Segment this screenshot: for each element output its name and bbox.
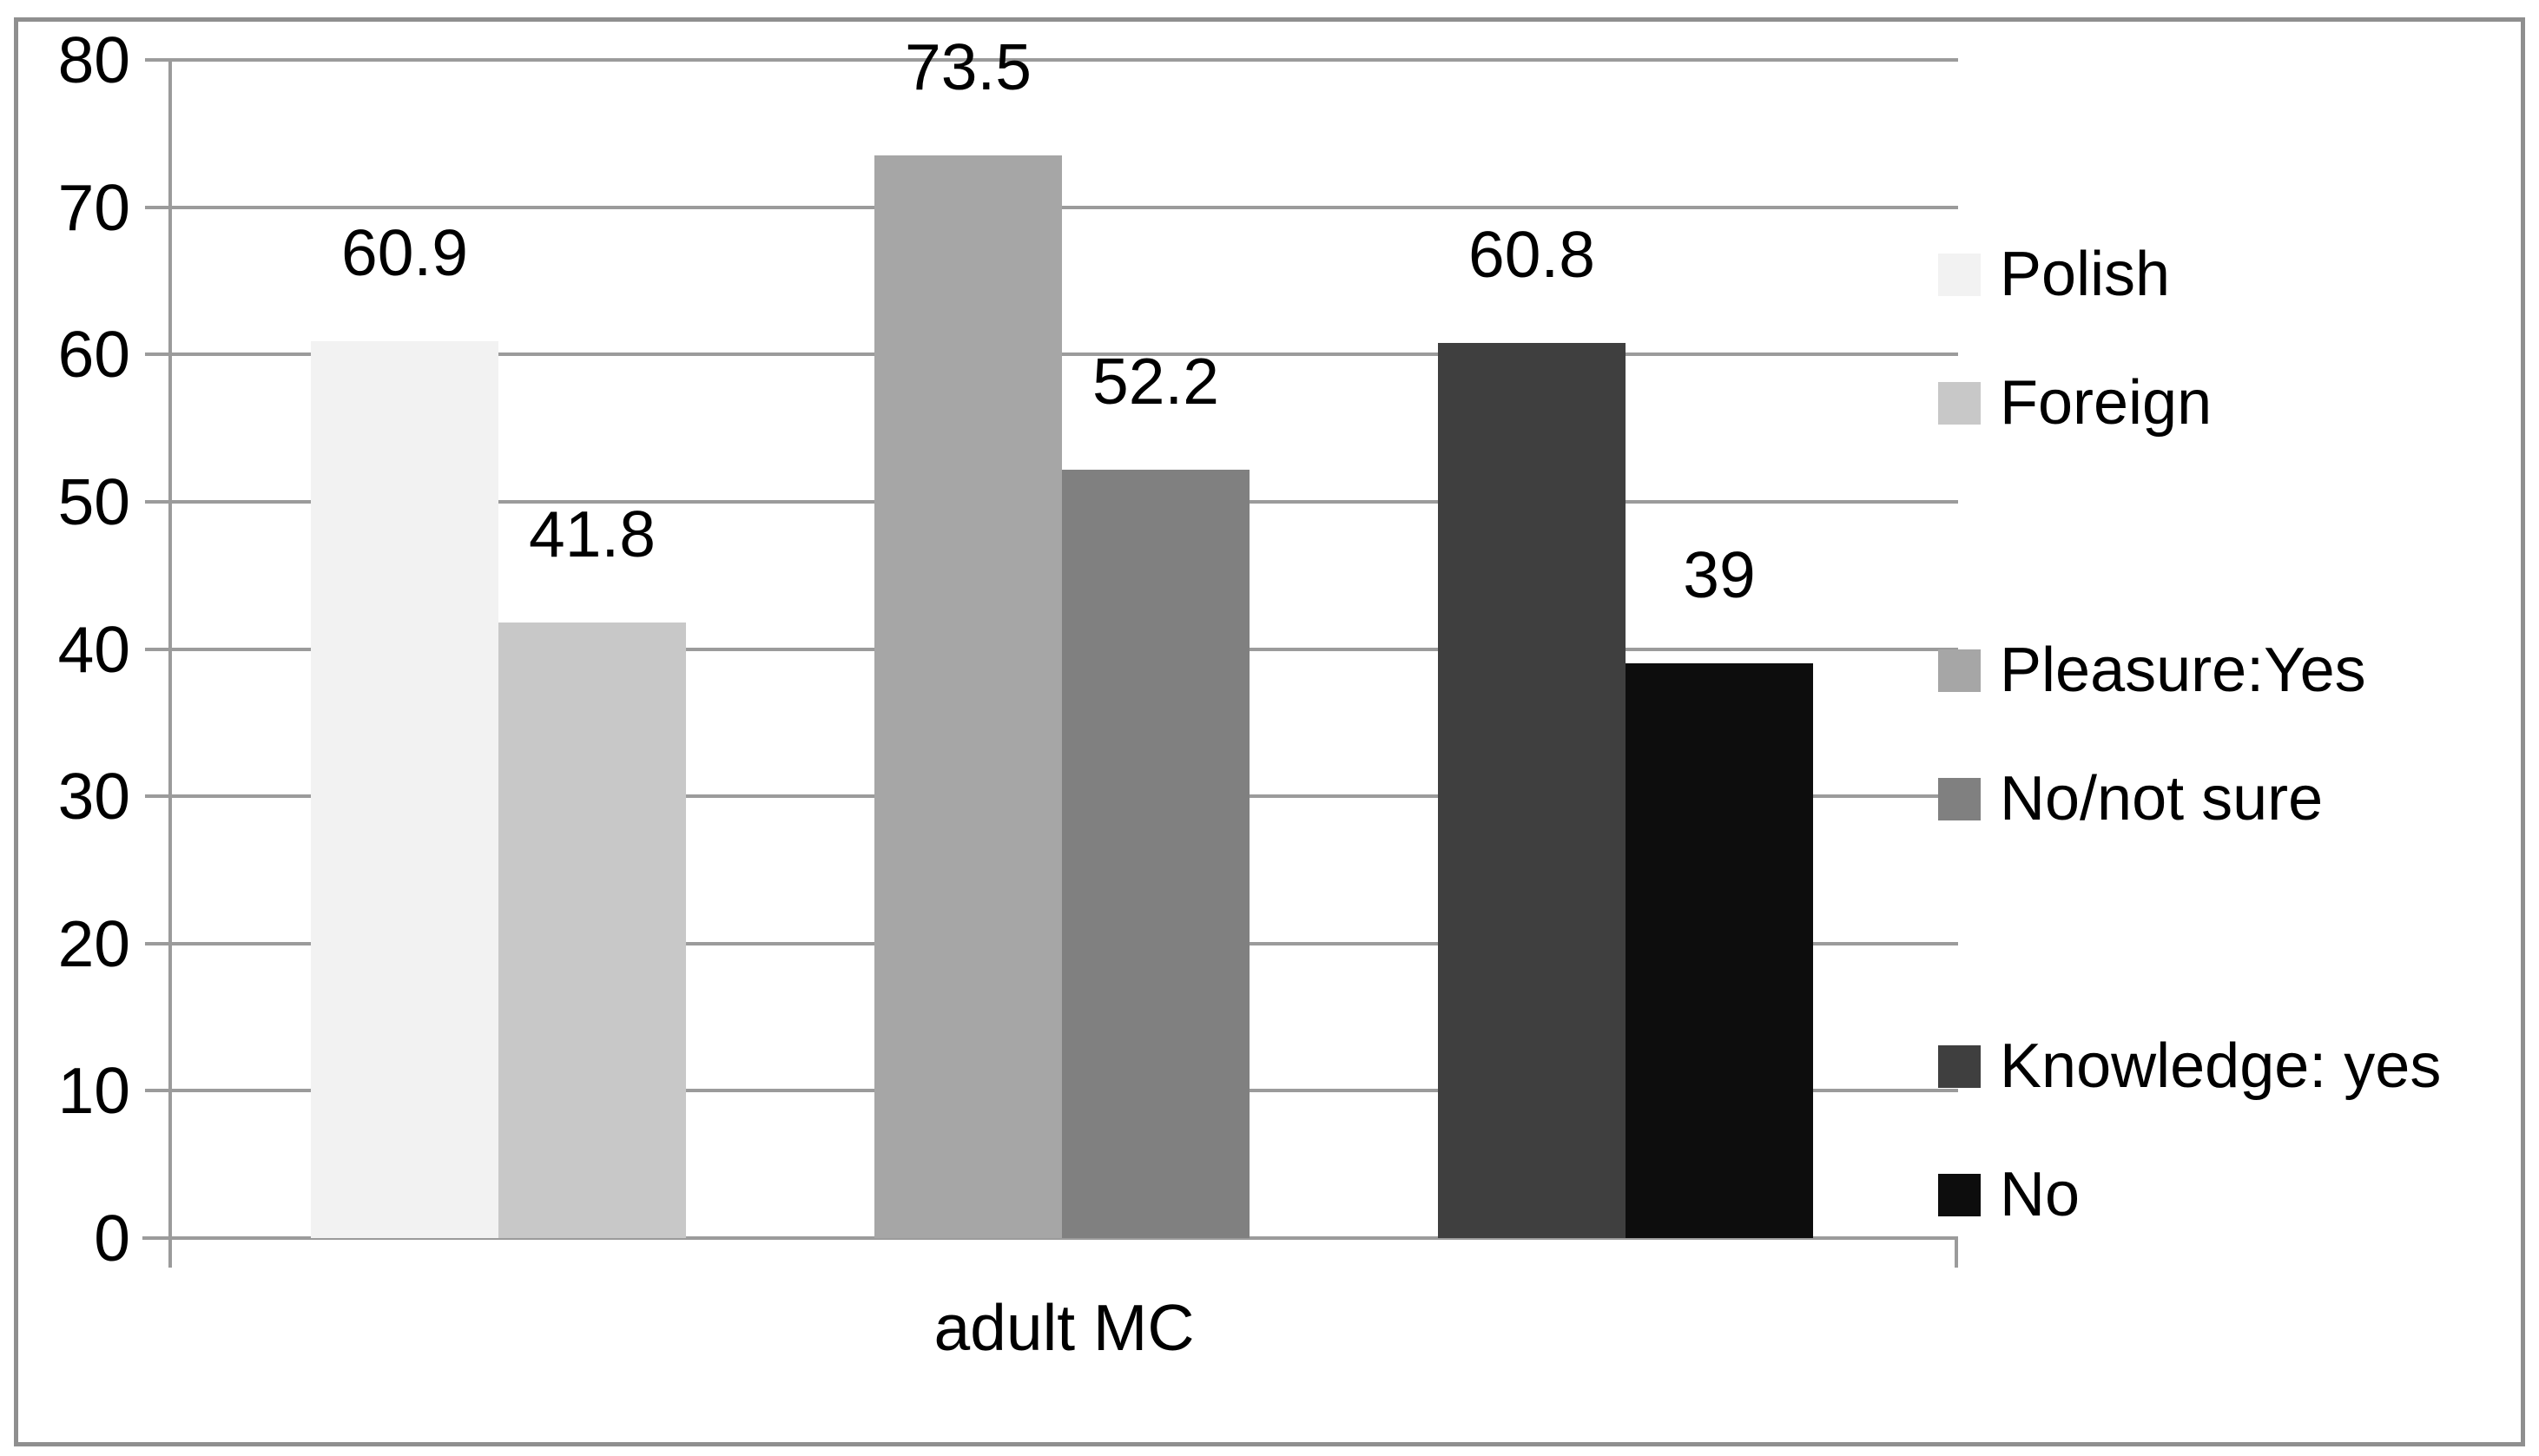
x-axis-line xyxy=(142,1236,1958,1240)
legend-label-no: No xyxy=(2000,1160,2081,1229)
legend-label-polish: Polish xyxy=(2000,240,2171,309)
y-axis-tick-label-0: 0 xyxy=(94,1202,130,1275)
bar-knowledge-yes xyxy=(1438,343,1626,1238)
bar-value-label-foreign: 41.8 xyxy=(529,497,656,570)
y-axis-tick-label-50: 50 xyxy=(57,465,130,538)
legend-swatch-no xyxy=(1938,1174,1981,1216)
bar-no-not-sure xyxy=(1062,470,1250,1238)
legend-label-pleasure-yes: Pleasure:Yes xyxy=(2000,636,2366,705)
y-axis-line xyxy=(168,60,172,1268)
y-axis-tick-label-40: 40 xyxy=(57,613,130,686)
bar-pleasure-yes xyxy=(874,155,1062,1238)
bar-foreign xyxy=(498,623,686,1238)
legend-label-no-not-sure: No/not sure xyxy=(2000,764,2324,833)
bar-value-label-knowledge-yes: 60.8 xyxy=(1468,218,1595,291)
gridline-y-80 xyxy=(145,58,1958,62)
bar-value-label-pleasure-yes: 73.5 xyxy=(905,30,1032,103)
y-axis-tick-label-10: 10 xyxy=(57,1054,130,1127)
legend-swatch-no-not-sure xyxy=(1938,778,1981,820)
legend-swatch-knowledge-yes xyxy=(1938,1045,1981,1088)
bar-no xyxy=(1626,663,1813,1238)
bar-value-label-polish: 60.9 xyxy=(341,216,468,289)
legend-swatch-pleasure-yes xyxy=(1938,649,1981,692)
legend-label-knowledge-yes: Knowledge: yes xyxy=(2000,1031,2442,1101)
y-axis-tick-label-60: 60 xyxy=(57,318,130,391)
y-axis-tick-label-30: 30 xyxy=(57,760,130,833)
legend-swatch-polish xyxy=(1938,254,1981,296)
y-axis-tick-label-20: 20 xyxy=(57,907,130,980)
bar-value-label-no-not-sure: 52.2 xyxy=(1092,345,1219,418)
category-axis-label: adult MC xyxy=(933,1291,1195,1364)
y-axis-tick-label-70: 70 xyxy=(57,171,130,244)
x-axis-right-tick xyxy=(1955,1238,1958,1268)
legend-swatch-foreign xyxy=(1938,382,1981,425)
bar-value-label-no: 39 xyxy=(1683,538,1756,611)
legend-label-foreign: Foreign xyxy=(2000,368,2213,438)
figure-border xyxy=(14,17,2525,1446)
bar-polish xyxy=(311,341,498,1238)
y-axis-tick-label-80: 80 xyxy=(57,23,130,96)
